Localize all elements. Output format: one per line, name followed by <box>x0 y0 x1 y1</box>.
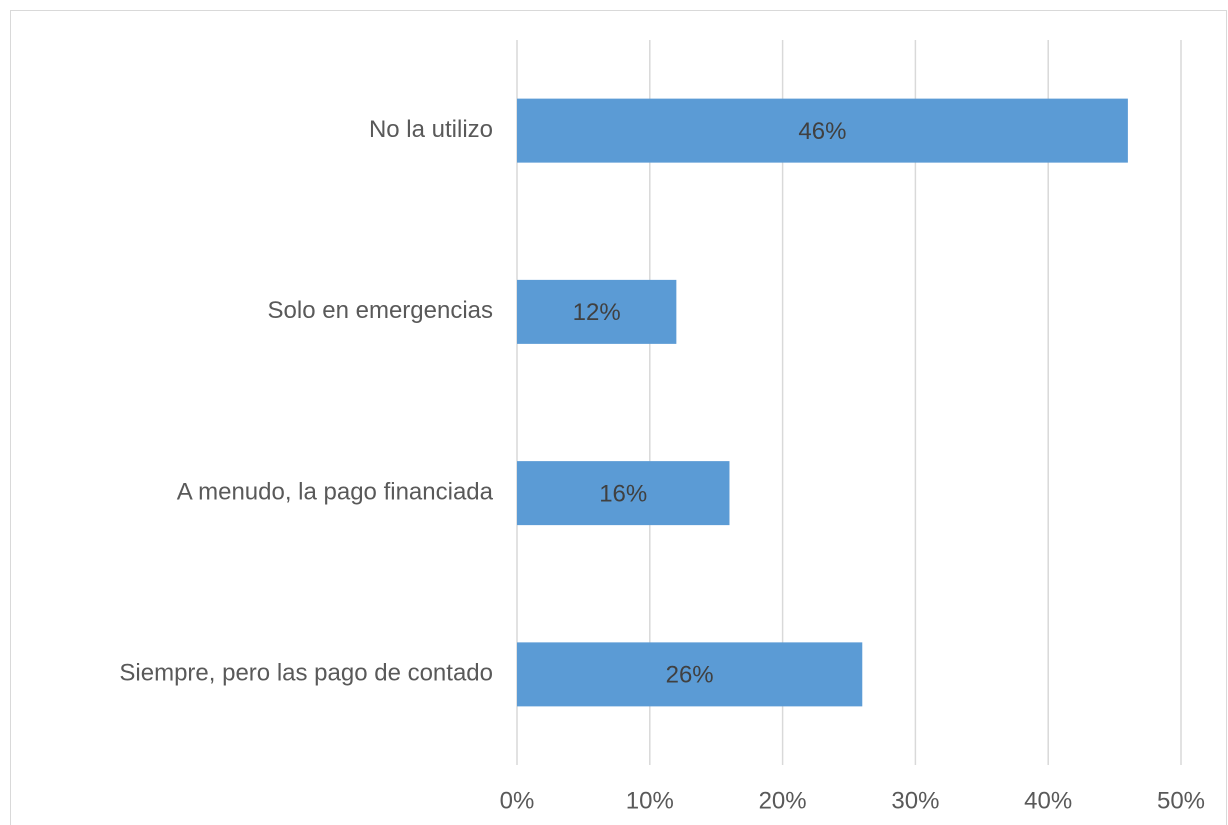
bar <box>517 279 677 344</box>
x-tick-label: 10% <box>626 787 674 814</box>
y-tick-label: Solo en emergencias <box>268 297 493 324</box>
data-label: 46% <box>798 118 846 145</box>
data-label: 26% <box>666 662 714 689</box>
x-tick-label: 30% <box>891 787 939 814</box>
data-label: 12% <box>573 299 621 326</box>
y-tick-label: No la utilizo <box>369 116 493 143</box>
y-tick-label: A menudo, la pago financiada <box>177 478 494 505</box>
y-tick-label: Siempre, pero las pago de contado <box>119 660 493 687</box>
bar <box>517 461 730 526</box>
data-label: 16% <box>599 480 647 507</box>
x-tick-label: 0% <box>500 787 535 814</box>
x-tick-label: 40% <box>1024 787 1072 814</box>
bar <box>517 642 863 707</box>
bar <box>517 98 1128 163</box>
x-tick-label: 50% <box>1157 787 1205 814</box>
x-tick-label: 20% <box>759 787 807 814</box>
